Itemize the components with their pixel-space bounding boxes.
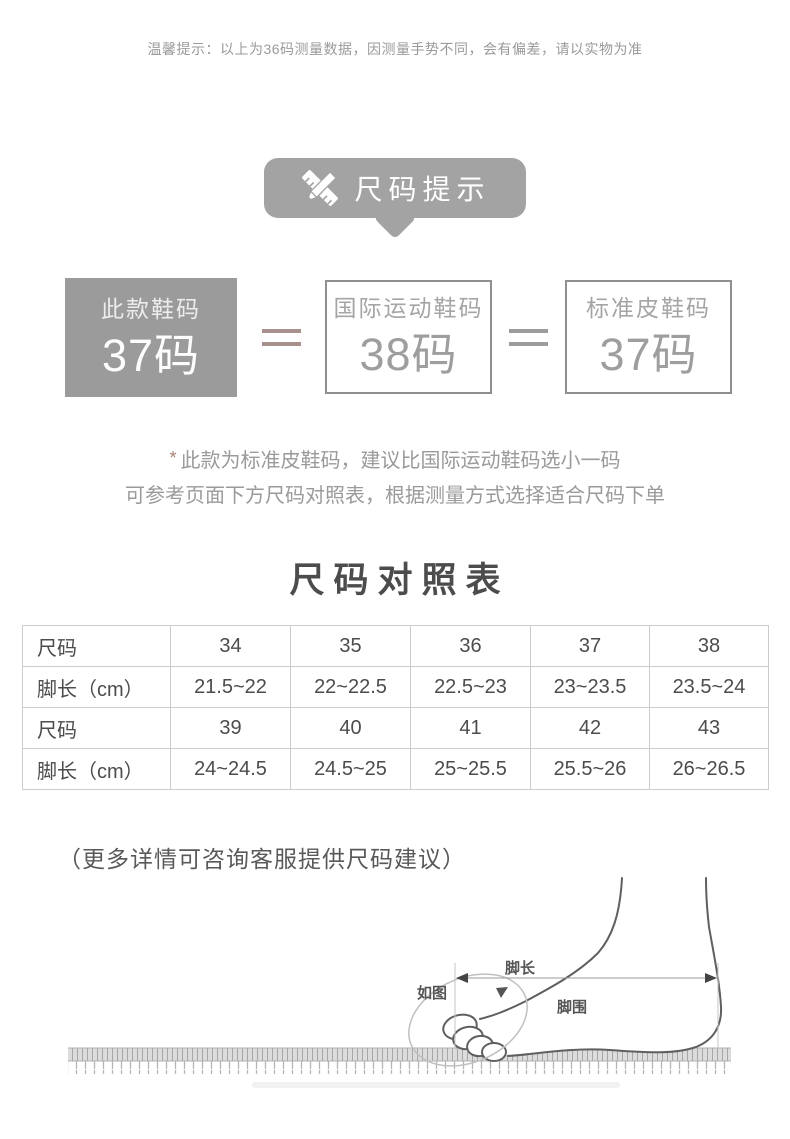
- size-cell: 21.5~22: [170, 666, 291, 708]
- box-value: 37码: [101, 329, 201, 381]
- shadow: [252, 1082, 620, 1088]
- foot-girth-label: 脚围: [557, 999, 587, 1016]
- size-cell: 42: [530, 707, 650, 749]
- pencil-ruler-icon: [299, 167, 341, 209]
- badge-label: 尺码提示: [354, 174, 491, 205]
- size-cell: 26~26.5: [649, 748, 769, 790]
- size-cell: 24.5~25: [290, 748, 411, 790]
- girth-arrow: [496, 987, 508, 998]
- box-value: 37码: [599, 329, 698, 380]
- size-cell: 25.5~26: [530, 748, 650, 790]
- size-tip-badge: 尺码提示: [264, 158, 526, 218]
- row-header-cell: 尺码: [22, 707, 171, 749]
- size-cell: 34: [170, 625, 291, 667]
- this-style-size-box: 此款鞋码 37码: [65, 278, 237, 397]
- size-cell: 43: [649, 707, 769, 749]
- asterisk: *: [169, 448, 177, 468]
- size-cell: 39: [170, 707, 291, 749]
- as-shown-label: 如图: [417, 984, 447, 1002]
- reminder-text: 温馨提示：以上为36码测量数据，因测量手势不同，会有偏差，请以实物为准: [147, 41, 643, 57]
- customer-service-note: （更多详情可咨询客服提供尺码建议）: [58, 846, 466, 872]
- equals-bar: [509, 328, 548, 333]
- size-cell: 25~25.5: [410, 748, 531, 790]
- size-cell: 35: [290, 625, 411, 667]
- equals-bar: [261, 342, 301, 346]
- girth-ellipse: [408, 973, 528, 1067]
- international-size-box: 国际运动鞋码 38码: [325, 280, 492, 394]
- standard-size-box: 标准皮鞋码 37码: [565, 280, 732, 394]
- table-row: 尺码 34 35 36 37 38: [22, 625, 769, 667]
- size-cell: 22.5~23: [410, 666, 531, 708]
- table-row: 脚长（cm） 24~24.5 24.5~25 25~25.5 25.5~26 2…: [22, 748, 769, 790]
- box-label: 标准皮鞋码: [586, 295, 711, 321]
- foot-length-label: 脚长: [505, 959, 536, 977]
- table-row: 脚长（cm） 21.5~22 22~22.5 22.5~23 23~23.5 2…: [22, 666, 769, 708]
- box-value: 38码: [359, 329, 458, 380]
- equals-icon: [492, 280, 565, 394]
- size-cell: 24~24.5: [170, 748, 291, 790]
- note-line-1: * 此款为标准皮鞋码，建议比国际运动鞋码选小一码: [169, 448, 621, 472]
- row-header-cell: 尺码: [22, 625, 171, 667]
- size-chart-table: 尺码 34 35 36 37 38 脚长（cm） 21.5~22 22~22.5…: [22, 625, 769, 790]
- size-note: * 此款为标准皮鞋码，建议比国际运动鞋码选小一码 可参考页面下方尺码对照表，根据测…: [0, 441, 790, 514]
- equals-icon: [237, 278, 325, 397]
- table-row: 尺码 39 40 41 42 43: [22, 707, 769, 749]
- size-cell: 40: [290, 707, 411, 749]
- toes: [442, 1013, 507, 1062]
- row-header-cell: 脚长（cm）: [22, 666, 171, 708]
- size-chart-title: 尺码对照表: [289, 561, 510, 600]
- size-cell: 38: [649, 625, 769, 667]
- foot-length-arrow: [454, 963, 719, 1048]
- box-label: 国际运动鞋码: [333, 295, 484, 321]
- size-cell: 22~22.5: [290, 666, 411, 708]
- size-cell: 36: [410, 625, 531, 667]
- note-line-2: 可参考页面下方尺码对照表，根据测量方式选择适合尺码下单: [125, 485, 665, 507]
- equals-bar: [509, 341, 548, 346]
- size-cell: 41: [410, 707, 531, 749]
- size-cell: 23.5~24: [649, 666, 769, 708]
- size-cell: 23~23.5: [530, 666, 650, 708]
- row-header-cell: 脚长（cm）: [22, 748, 171, 790]
- foot-outline: [449, 878, 722, 1056]
- equals-bar: [261, 329, 301, 333]
- size-cell: 37: [530, 625, 650, 667]
- foot-measurement-diagram: 脚长 如图 脚围: [68, 877, 731, 1088]
- box-label: 此款鞋码: [101, 295, 201, 322]
